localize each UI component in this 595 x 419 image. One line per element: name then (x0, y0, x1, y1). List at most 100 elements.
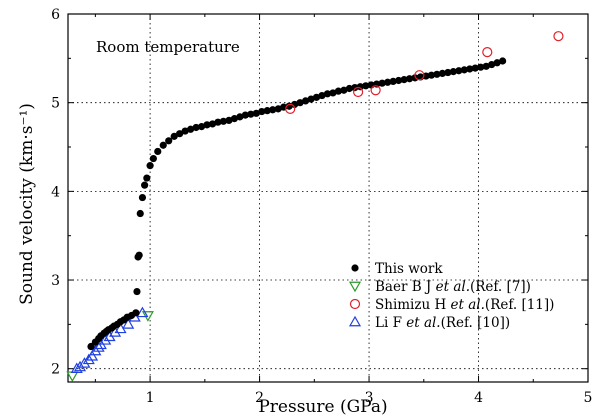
data-point (477, 63, 485, 71)
x-axis-label: Pressure (GPa) (258, 397, 387, 417)
data-point (136, 209, 144, 218)
data-point (146, 162, 154, 170)
data-point (400, 76, 408, 84)
data-point (82, 353, 95, 365)
x-tick-label: 1 (146, 390, 155, 406)
data-point (274, 105, 282, 113)
data-point (122, 318, 135, 329)
data-point (165, 137, 173, 145)
data-point (138, 193, 147, 202)
data-point (132, 309, 140, 317)
data-point (241, 111, 249, 119)
legend-entry: Shimizu H et al.(Ref. [11]) (349, 297, 554, 313)
data-point (329, 89, 337, 97)
data-point (411, 74, 419, 82)
data-point (197, 123, 206, 131)
data-point (433, 70, 441, 78)
legend-entry: Li F et al.(Ref. [10]) (348, 315, 510, 331)
y-tick-label: 5 (51, 96, 60, 112)
data-point (214, 118, 222, 126)
data-point (87, 342, 95, 351)
data-point (384, 78, 392, 86)
y-tick-label: 6 (51, 7, 60, 23)
data-point (176, 130, 184, 138)
data-point (427, 71, 436, 79)
data-point (66, 371, 79, 383)
data-point (405, 75, 414, 83)
x-tick-label: 3 (365, 390, 374, 406)
data-point (86, 350, 99, 361)
data-point (312, 93, 321, 101)
data-point (488, 60, 496, 69)
data-point (362, 82, 370, 90)
data-point (70, 362, 83, 374)
data-point (370, 85, 381, 96)
data-point (225, 116, 233, 125)
x-tick-label: 2 (255, 390, 264, 406)
y-axis-label: Sound velocity (km·s⁻¹) (17, 103, 37, 305)
data-point (296, 99, 304, 107)
data-point (181, 127, 189, 135)
data-point (395, 76, 403, 85)
legend-marker (348, 281, 362, 293)
data-point (482, 47, 493, 58)
series-2 (285, 31, 564, 114)
data-point (203, 121, 211, 129)
data-point (471, 64, 479, 72)
y-tick-label: 4 (51, 184, 60, 200)
y-tick-label: 2 (51, 362, 60, 378)
data-point (340, 86, 348, 94)
data-point (236, 113, 244, 121)
axis-ticks: 1 2 3 4 5 2 3 4 5 6 (51, 7, 592, 406)
legend: This work Baer B J et al.(Ref. [7]) Shimiz… (348, 261, 554, 331)
data-point (230, 115, 238, 123)
data-point (219, 117, 228, 125)
data-point (247, 110, 255, 118)
legend-marker (348, 315, 362, 327)
data-point (414, 70, 425, 81)
data-point (493, 59, 501, 67)
y-tick-label: 3 (51, 273, 60, 289)
x-tick-label: 5 (584, 390, 593, 406)
data-point (378, 79, 386, 87)
data-point (170, 132, 178, 140)
series-3 (70, 306, 149, 374)
data-point (356, 83, 364, 91)
data-point (78, 357, 91, 368)
data-point (187, 125, 195, 133)
data-point (389, 77, 397, 85)
data-point (455, 67, 463, 75)
data-point (351, 84, 359, 92)
legend-entry: This work (351, 261, 443, 277)
data-point (159, 141, 167, 149)
legend-entry: Baer B J et al.(Ref. [7]) (348, 279, 531, 295)
data-point (499, 57, 507, 65)
data-point (323, 90, 332, 98)
data-point (353, 86, 364, 98)
legend-marker (351, 264, 359, 272)
legend-label: This work (375, 261, 443, 277)
data-point (482, 62, 490, 70)
legend-label: Shimizu H et al.(Ref. [11]) (375, 297, 554, 313)
data-point (345, 84, 353, 93)
data-point (285, 103, 296, 114)
data-point (74, 360, 87, 372)
data-point (109, 326, 122, 337)
data-point (553, 31, 564, 42)
data-point (136, 306, 149, 318)
data-point (89, 344, 102, 356)
grid (68, 14, 589, 382)
data-point (208, 120, 217, 128)
data-point (460, 66, 468, 74)
data-point (135, 251, 143, 259)
series-0 (87, 57, 507, 351)
data-point (291, 100, 299, 109)
legend-marker (349, 298, 361, 310)
data-point (149, 154, 157, 163)
room-temperature-annotation: Room temperature (96, 38, 240, 56)
data-point (252, 109, 260, 117)
data-point (301, 97, 310, 105)
plot-frame (67, 13, 589, 383)
data-point (307, 95, 315, 103)
